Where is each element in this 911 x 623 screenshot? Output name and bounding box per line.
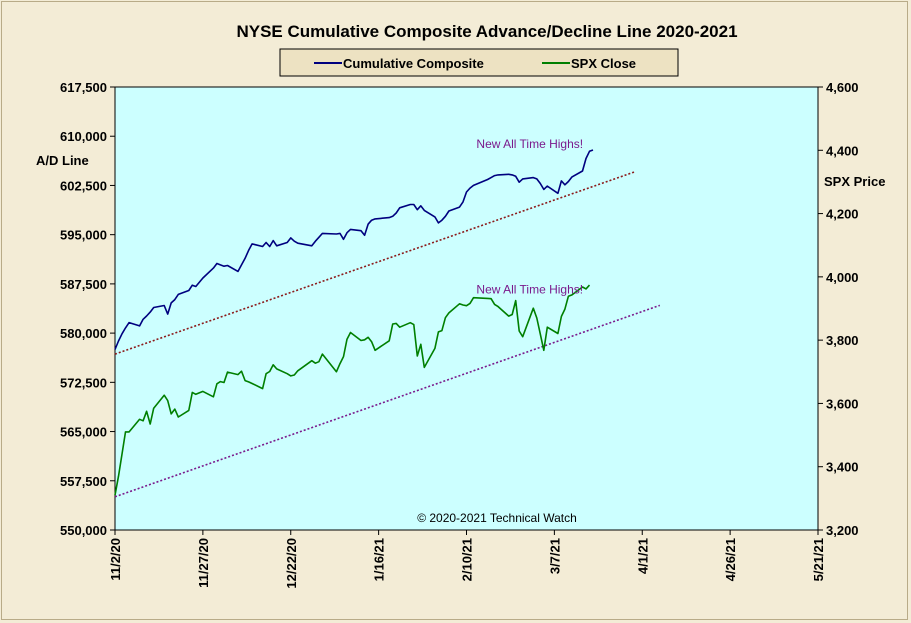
legend-box — [279, 48, 679, 77]
right-tick-label: 3,800 — [826, 333, 859, 348]
x-tick-label: 5/21/21 — [811, 538, 826, 581]
right-axis-label: SPX Price — [824, 174, 885, 189]
series-lines — [114, 149, 594, 496]
right-tick-label: 4,600 — [826, 80, 859, 95]
x-tick-label: 2/10/21 — [460, 538, 475, 581]
right-tick-label: 3,200 — [826, 523, 859, 538]
left-tick-label: 602,500 — [60, 178, 107, 193]
x-tick-label: 11/27/20 — [196, 538, 211, 588]
right-tick-label: 4,000 — [826, 270, 859, 285]
x-tick-label: 12/22/20 — [284, 538, 299, 589]
right-tick-label: 3,600 — [826, 396, 859, 411]
right-tick-label: 3,400 — [826, 460, 859, 475]
x-tick-label: 4/26/21 — [723, 538, 738, 581]
x-tick-label: 1/16/21 — [372, 538, 387, 581]
trendlines — [114, 170, 661, 498]
annotation-new-highs: New All Time Highs! — [476, 137, 583, 151]
plot-area — [114, 86, 819, 531]
left-axis-label: A/D Line — [36, 153, 89, 168]
right-tick-label: 4,400 — [826, 143, 859, 158]
x-tick-label: 4/1/21 — [635, 538, 650, 574]
x-tick-label: 11/2/20 — [108, 538, 123, 581]
left-tick-label: 610,000 — [60, 129, 107, 144]
legend-label-spx: SPX Close — [571, 56, 636, 71]
legend-label-cumulative: Cumulative Composite — [343, 56, 484, 71]
left-tick-label: 580,000 — [60, 326, 107, 341]
left-tick-label: 572,500 — [60, 375, 107, 390]
legend: Cumulative Composite SPX Close — [279, 48, 679, 77]
chart-title: NYSE Cumulative Composite Advance/Declin… — [236, 22, 737, 41]
trendline-spx — [114, 304, 661, 498]
annotation-new-highs: New All Time Highs! — [476, 283, 583, 297]
left-tick-label: 557,500 — [60, 474, 107, 489]
left-axis-ticks: 617,500 610,000 602,500 595,000 587,500 580,0… — [60, 80, 115, 538]
annotations: New All Time Highs! New All Time Highs! — [476, 137, 583, 297]
left-tick-label: 595,000 — [60, 228, 107, 243]
series-line-cumulative-composite — [114, 149, 594, 350]
left-tick-label: 617,500 — [60, 80, 107, 95]
series-line-spx-close — [114, 284, 591, 496]
right-axis-ticks: 4,600 4,400 4,200 4,000 3,800 3,600 3,400 3,200 — [818, 80, 859, 538]
x-axis-ticks: 11/2/20 11/27/20 12/22/20 1/16/21 2/10/21 3/7… — [108, 530, 826, 589]
left-tick-label: 565,000 — [60, 425, 107, 440]
copyright-note: © 2020-2021 Technical Watch — [417, 511, 577, 525]
left-tick-label: 587,500 — [60, 277, 107, 292]
left-tick-label: 550,000 — [60, 523, 107, 538]
x-tick-label: 3/7/21 — [547, 538, 562, 574]
right-tick-label: 4,200 — [826, 207, 859, 222]
